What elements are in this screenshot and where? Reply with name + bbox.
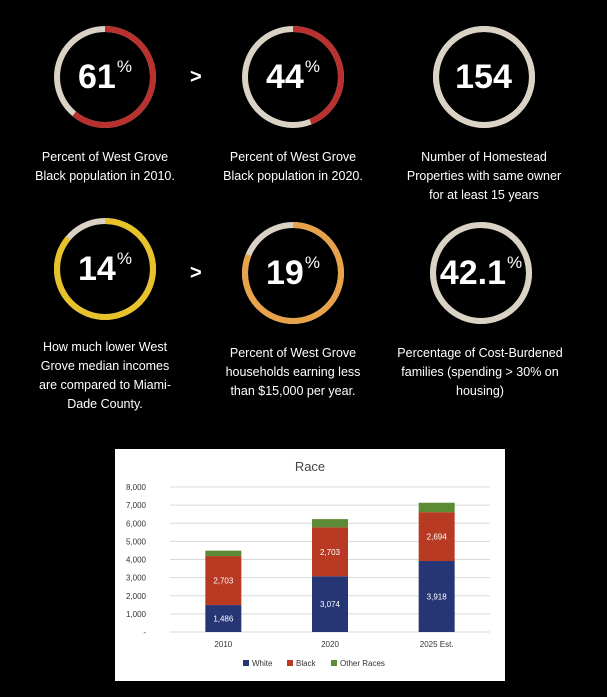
stat-desc-6-line-1: Percentage of Cost-Burdened	[397, 346, 563, 360]
stat-unit-1: %	[116, 57, 132, 76]
stat-ring-2: 44%	[240, 24, 346, 130]
bar-segment-black	[312, 527, 348, 577]
stat-ring-5: 19%	[240, 220, 346, 326]
stat-unit-6: %	[507, 253, 523, 272]
bar-segment-other-races	[418, 502, 455, 513]
bar-segment-other-races	[205, 550, 242, 557]
bar-data-label: 2,703	[213, 577, 234, 586]
stat-desc-2-line-1: Percent of West Grove	[229, 150, 357, 164]
ring-arc	[433, 26, 535, 128]
bar-data-label: 1,486	[213, 615, 234, 624]
y-tick-label: 1,000	[126, 610, 147, 619]
stat-desc-4-line-4: Dade County.	[67, 397, 143, 411]
legend-swatch	[331, 660, 337, 666]
legend-label: Black	[296, 659, 317, 668]
bar-segment-black	[418, 512, 455, 561]
ring-gauge-5	[242, 222, 344, 324]
ring-arc	[430, 222, 532, 324]
race-chart: Race - 1,000 2,000 3,000 4,000 5,000 6,000 7,00…	[126, 459, 490, 668]
bar-data-label: 3,918	[427, 592, 448, 601]
bar-segment-white	[205, 605, 242, 632]
stat-desc-4: How much lower West Grove median incomes…	[15, 338, 195, 414]
stat-desc-5-line-2: households earning less	[225, 365, 361, 379]
stat-value-1: 61	[78, 57, 116, 96]
stat-value-3: 154	[455, 57, 512, 96]
ring-arc	[54, 26, 156, 128]
greater-than-sign-1: >	[190, 66, 202, 88]
ring-arc	[242, 26, 344, 128]
stat-desc-3-line-2: Properties with same owner	[406, 169, 562, 183]
legend-label: Other Races	[340, 659, 385, 668]
y-tick-label: 5,000	[126, 537, 147, 546]
stat-ring-1: 61%	[52, 24, 158, 130]
stat-desc-4-line-1: How much lower West	[42, 340, 168, 354]
legend-swatch	[287, 660, 293, 666]
y-tick-label: 6,000	[126, 519, 147, 528]
stat-desc-2-line-2: Black population in 2020.	[223, 169, 363, 183]
stat-desc-3-line-3: for at least 15 years	[429, 188, 539, 202]
bar-data-label: 2,703	[320, 548, 341, 557]
stat-unit-2: %	[304, 57, 320, 76]
stat-desc-5-line-1: Percent of West Grove	[229, 346, 357, 360]
ring-gauge-2	[242, 26, 344, 128]
stat-desc-5-line-3: than $15,000 per year.	[230, 384, 356, 398]
stat-desc-3: Number of Homestead Properties with same…	[394, 148, 574, 205]
ring-gauge-1	[54, 26, 156, 128]
stat-desc-6-line-3: housing)	[456, 384, 504, 398]
stat-ring-4: 14%	[52, 216, 158, 322]
stat-desc-4-line-3: are compared to Miami-	[39, 378, 171, 392]
bar-data-label: 3,074	[320, 600, 341, 609]
ring-gauge-6	[430, 222, 532, 324]
stat-value-6: 42.1	[439, 253, 507, 292]
stat-unit-5: %	[304, 253, 320, 272]
x-tick-label: 2025 Est.	[420, 640, 454, 649]
chart-title: Race	[295, 459, 325, 474]
bar-segment-other-races	[312, 519, 348, 528]
stat-value-5: 19	[266, 253, 304, 292]
y-tick-label: -	[143, 628, 146, 637]
stat-desc-1-line-2: Black population in 2010.	[35, 169, 175, 183]
stat-desc-4-line-2: Grove median incomes	[40, 359, 170, 373]
ring-arc	[242, 222, 344, 324]
stat-desc-1: Percent of West Grove Black population i…	[15, 148, 195, 186]
stat-value-2: 44	[266, 57, 304, 96]
stat-desc-2: Percent of West Grove Black population i…	[203, 148, 383, 186]
bar-segment-white	[418, 560, 455, 632]
y-tick-label: 3,000	[126, 574, 147, 583]
race-chart-panel: Race - 1,000 2,000 3,000 4,000 5,000 6,000 7,00…	[115, 449, 505, 681]
bar-segment-white	[312, 576, 348, 632]
y-tick-label: 4,000	[126, 556, 147, 565]
stat-ring-6: 42.1%	[428, 220, 534, 326]
stat-ring-3: 154	[431, 24, 537, 130]
greater-than-sign-2: >	[190, 262, 202, 284]
stat-desc-1-line-1: Percent of West Grove	[41, 150, 169, 164]
stat-desc-3-line-1: Number of Homestead	[421, 150, 547, 164]
stat-desc-6-line-2: families (spending > 30% on	[401, 365, 559, 379]
stat-value-4: 14	[78, 249, 116, 288]
ring-arc	[54, 218, 156, 320]
y-tick-label: 2,000	[126, 592, 147, 601]
x-tick-label: 2020	[321, 640, 339, 649]
stat-desc-5: Percent of West Grove households earning…	[203, 344, 383, 401]
bar-segment-black	[205, 556, 242, 606]
ring-gauge-4	[54, 218, 156, 320]
legend-swatch	[243, 660, 249, 666]
y-tick-label: 7,000	[126, 501, 147, 510]
bar-data-label: 2,694	[427, 533, 448, 542]
stat-unit-4: %	[116, 249, 132, 268]
ring-gauge-3	[433, 26, 535, 128]
legend-label: White	[252, 659, 273, 668]
x-tick-label: 2010	[214, 640, 232, 649]
y-tick-label: 8,000	[126, 483, 147, 492]
stat-desc-6: Percentage of Cost-Burdened families (sp…	[390, 344, 570, 401]
